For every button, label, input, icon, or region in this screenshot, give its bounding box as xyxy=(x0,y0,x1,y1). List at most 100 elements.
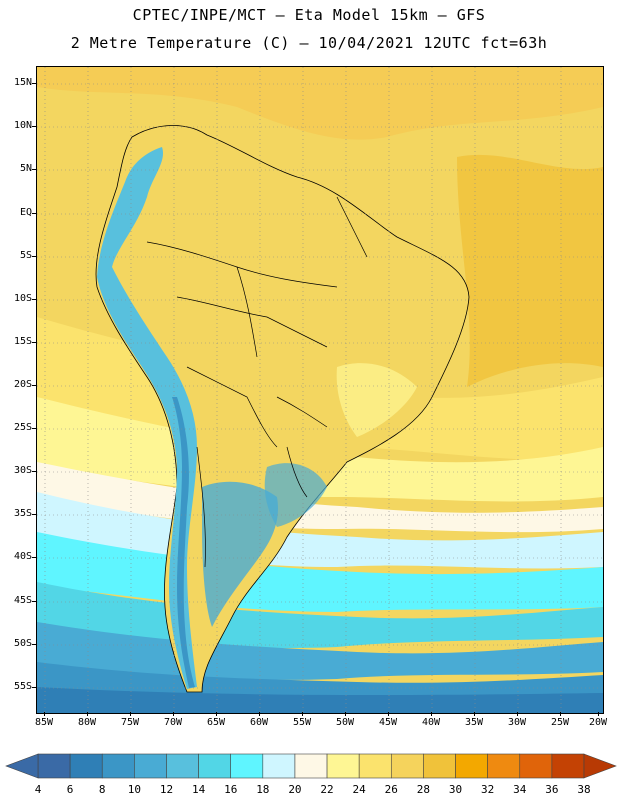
lon-label-35w: 35W xyxy=(464,717,484,728)
color-scale-label: 28 xyxy=(416,783,431,796)
lat-tick xyxy=(32,557,36,558)
lon-tick xyxy=(474,712,475,716)
color-scale-cell xyxy=(551,753,585,779)
color-scale-cell xyxy=(166,753,199,779)
color-scale-cell xyxy=(455,753,488,779)
color-scale-label: 4 xyxy=(34,783,42,796)
color-scale-cell xyxy=(134,753,167,779)
lon-tick xyxy=(216,712,217,716)
lat-tick xyxy=(32,83,36,84)
color-scale-cell xyxy=(358,753,392,779)
color-scale-cells xyxy=(37,753,585,779)
lon-tick xyxy=(87,712,88,716)
temp-band-6 xyxy=(37,687,603,713)
lat-tick xyxy=(32,471,36,472)
color-scale-label: 10 xyxy=(127,783,141,796)
color-scale-label: 24 xyxy=(352,783,366,796)
lon-label-50w: 50W xyxy=(335,717,355,728)
lon-label-65w: 65W xyxy=(206,717,226,728)
lon-label-80w: 80W xyxy=(77,717,97,728)
country-borders xyxy=(146,196,368,568)
south-america-land xyxy=(95,125,470,693)
color-scale-label: 26 xyxy=(384,783,398,796)
temp-band-hot-tropics xyxy=(37,67,603,140)
andes-cold-strip xyxy=(97,147,197,689)
lon-label-60w: 60W xyxy=(249,717,269,728)
lat-tick xyxy=(32,514,36,515)
lat-label-35s: 35S xyxy=(13,508,32,519)
uruguay-region-cool xyxy=(264,463,327,527)
color-scale-label: 12 xyxy=(159,783,174,796)
southeast-brazil-mild xyxy=(336,363,417,437)
color-scale-cell xyxy=(262,753,296,779)
lat-tick xyxy=(32,342,36,343)
color-scale-cell xyxy=(519,753,553,779)
lon-tick xyxy=(259,712,260,716)
color-scale-label: 8 xyxy=(98,783,106,796)
color-scale-label: 16 xyxy=(224,783,238,796)
lon-label-85w: 85W xyxy=(34,717,54,728)
color-scale-label: 36 xyxy=(545,783,559,796)
lat-label-20s: 20S xyxy=(13,379,32,390)
color-scale-legend xyxy=(5,753,617,779)
lat-label-5n: 5N xyxy=(19,163,32,174)
color-scale-label: 34 xyxy=(513,783,527,796)
lon-label-45w: 45W xyxy=(378,717,398,728)
patagonia-cool xyxy=(202,481,278,627)
temp-band-atlantic-hot xyxy=(457,154,603,387)
lat-tick xyxy=(32,256,36,257)
lat-tick xyxy=(32,644,36,645)
lon-tick xyxy=(173,712,174,716)
lat-tick xyxy=(32,213,36,214)
lat-tick xyxy=(32,126,36,127)
lon-tick xyxy=(302,712,303,716)
color-scale-label: 22 xyxy=(320,783,334,796)
color-scale-cell xyxy=(101,753,135,779)
lon-label-55w: 55W xyxy=(292,717,312,728)
color-scale-high-arrow xyxy=(583,753,617,779)
lat-label-5s: 5S xyxy=(19,250,32,261)
lon-label-20w: 20W xyxy=(588,717,608,728)
lat-label-50s: 50S xyxy=(13,638,32,649)
lat-tick xyxy=(32,385,36,386)
color-scale-label: 30 xyxy=(448,783,463,796)
color-scale-label: 14 xyxy=(191,783,206,796)
color-scale-cell xyxy=(487,753,521,779)
color-scale-cell xyxy=(390,753,424,779)
lon-label-75w: 75W xyxy=(120,717,140,728)
lon-label-30w: 30W xyxy=(507,717,527,728)
color-scale-label: 38 xyxy=(577,783,591,796)
color-scale-cell xyxy=(326,753,360,779)
color-scale-cell xyxy=(37,753,71,779)
color-scale-label: 32 xyxy=(481,783,495,796)
lat-label-10s: 10S xyxy=(13,293,32,304)
color-scale-label: 20 xyxy=(288,783,302,796)
lon-label-40w: 40W xyxy=(421,717,441,728)
lat-label-30s: 30S xyxy=(13,465,32,476)
andes-very-cold xyxy=(172,397,195,688)
color-scale-cell xyxy=(230,753,264,779)
color-scale-low-arrow xyxy=(5,753,39,779)
map-subtitle: 2 Metre Temperature (C) – 10/04/2021 12U… xyxy=(70,34,548,52)
color-scale-cell xyxy=(69,753,103,779)
map-title: CPTEC/INPE/MCT – Eta Model 15km – GFS xyxy=(132,6,486,24)
lon-label-25w: 25W xyxy=(550,717,570,728)
color-scale-label: 6 xyxy=(66,783,74,796)
lon-tick xyxy=(345,712,346,716)
color-scale-cell xyxy=(198,753,232,779)
color-scale-cell xyxy=(294,753,328,779)
lat-tick xyxy=(32,169,36,170)
lon-tick xyxy=(517,712,518,716)
lat-tick xyxy=(32,428,36,429)
lon-tick xyxy=(44,712,45,716)
lat-tick xyxy=(32,299,36,300)
lat-label-eq: EQ xyxy=(19,207,32,218)
lat-label-15s: 15S xyxy=(13,336,32,347)
lon-label-70w: 70W xyxy=(163,717,183,728)
lon-tick xyxy=(598,712,599,716)
lon-tick xyxy=(431,712,432,716)
lat-label-25s: 25S xyxy=(13,422,32,433)
lat-label-40s: 40S xyxy=(13,551,32,562)
color-scale-label: 18 xyxy=(256,783,270,796)
color-scale-cell xyxy=(423,753,456,779)
